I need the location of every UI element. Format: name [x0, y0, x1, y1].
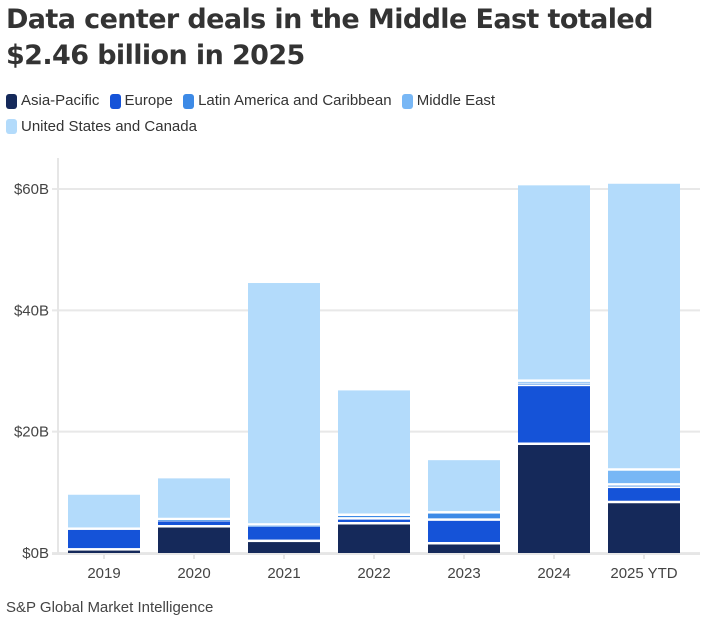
legend-swatch	[183, 93, 195, 109]
bar-segment-europe[interactable]: Europe 2024: $9.7B	[518, 386, 590, 443]
x-tick-label: 2019	[87, 565, 120, 582]
bar-segment-asia-pacific[interactable]: Asia-Pacific 2022: $4.7B	[338, 524, 410, 553]
legend: Asia-Pacific Europe Latin America and Ca…	[6, 90, 606, 141]
legend-swatch	[401, 93, 413, 109]
chart-title: Data center deals in the Middle East tot…	[6, 4, 653, 71]
x-tick-label: 2024	[537, 565, 570, 582]
bar-segment-asia-pacific[interactable]: Asia-Pacific 2019: $0.4B	[68, 550, 140, 553]
x-tick-label: 2020	[177, 565, 210, 582]
bar-segment-europe[interactable]: Europe 2023: $3.9B	[428, 520, 500, 543]
stacked-bar-chart: $0B $20B $40B $60B Asia-Pacific 2019: $0.4B…	[14, 158, 700, 582]
bar-segment-united-states-and-canada[interactable]: United States and Canada 2024: $32.4B	[518, 185, 590, 380]
x-tick-label: 2022	[357, 565, 390, 582]
bar-stack: Asia-Pacific 2024: $17.8BEurope 2024: $9…	[518, 185, 590, 553]
y-tick-label: $20B	[14, 424, 49, 441]
bar-stack: Asia-Pacific 2025 YTD: $8.2B Europe 2025 …	[608, 183, 680, 553]
bar-stack: Asia-Pacific 2021: $1.8B Europe 2021: $2.…	[248, 283, 320, 553]
y-tick-label: $60B	[14, 181, 49, 198]
bar-stack: Asia-Pacific 2020: $4.2BEurope 2020: $1B…	[158, 478, 230, 553]
legend-item-middle-east[interactable]: Middle East	[401, 90, 496, 112]
bar-segment-united-states-and-canada[interactable]: United States and Canada 2020: $6.9B	[158, 478, 230, 518]
bar-segment-europe[interactable]: Europe 2022: $0.8B	[338, 519, 410, 522]
bar-segment-latin-america-and-caribbean[interactable]: Latin America and Caribbean 2024: $0.4B	[518, 383, 590, 385]
legend-label: Middle East	[416, 92, 496, 109]
legend-item-us-canada[interactable]: United States and Canada	[6, 116, 197, 138]
bar-stack: Asia-Pacific 2019: $0.4BEurope 2019: $3.…	[68, 494, 140, 553]
bar-segment-europe[interactable]: Europe 2019: $3.4B	[68, 529, 140, 549]
source-note: S&P Global Market Intelligence	[6, 599, 214, 616]
bar-segment-latin-america-and-caribbean[interactable]: Latin America and Caribbean 2021: $0.2B	[248, 525, 320, 527]
x-tick-label: 2025 YTD	[610, 565, 677, 582]
bar-segment-asia-pacific[interactable]: Asia-Pacific 2024: $17.8B	[518, 445, 590, 553]
bar-segment-asia-pacific[interactable]: Asia-Pacific 2023: $1.4B	[428, 544, 500, 553]
legend-swatch	[109, 93, 121, 109]
bar-segment-united-states-and-canada[interactable]: United States and Canada 2025 YTD: $47.3…	[608, 183, 680, 469]
bar-segment-asia-pacific[interactable]: Asia-Pacific 2021: $1.8B	[248, 542, 320, 553]
bar-segment-middle-east[interactable]: Middle East 2024: $0.3B	[518, 381, 590, 383]
bar-segment-latin-america-and-caribbean[interactable]: Latin America and Caribbean 2022: $0.6B	[338, 515, 410, 518]
bar-segment-europe[interactable]: Europe 2021: $2.5B	[248, 526, 320, 540]
legend-label: Europe	[124, 92, 173, 109]
bar-segment-europe[interactable]: Europe 2020: $1B	[158, 521, 230, 526]
legend-swatch	[6, 93, 17, 109]
legend-item-europe[interactable]: Europe	[109, 90, 173, 112]
bars: Asia-Pacific 2019: $0.4BEurope 2019: $3.…	[68, 183, 680, 553]
bar-segment-asia-pacific[interactable]: Asia-Pacific 2020: $4.2B	[158, 527, 230, 553]
legend-item-latin-america[interactable]: Latin America and Caribbean	[183, 90, 392, 112]
bar-segment-latin-america-and-caribbean[interactable]: Latin America and Caribbean 2025 YTD: $0…	[608, 485, 680, 487]
bar-stack: Asia-Pacific 2022: $4.7B Europe 2022: $0.…	[338, 390, 410, 553]
y-axis: $0B $20B $40B $60B	[14, 158, 59, 562]
bar-segment-asia-pacific[interactable]: Asia-Pacific 2025 YTD: $8.2B	[608, 503, 680, 553]
legend-label: Asia-Pacific	[21, 92, 100, 109]
x-tick-label: 2021	[267, 565, 300, 582]
legend-item-asia-pacific[interactable]: Asia-Pacific	[6, 90, 99, 112]
bar-segment-europe[interactable]: Europe 2025 YTD: $2.5B	[608, 488, 680, 501]
legend-swatch	[6, 119, 17, 134]
x-tick-label: 2023	[447, 565, 480, 582]
bar-stack: Asia-Pacific 2023: $1.4BEurope 2023: $3.…	[428, 460, 500, 553]
bar-segment-middle-east[interactable]: Middle East 2025 YTD: $2.46B	[608, 470, 680, 484]
bar-segment-united-states-and-canada[interactable]: United States and Canada 2021: $40B	[248, 283, 320, 524]
legend-label: United States and Canada	[21, 117, 197, 135]
bar-segment-united-states-and-canada[interactable]: United States and Canada 2019: $5.8B	[68, 494, 140, 528]
bar-segment-united-states-and-canada[interactable]: United States and Canada 2022: $20.7B	[338, 390, 410, 514]
bar-segment-united-states-and-canada[interactable]: United States and Canada 2023: $8.8B	[428, 460, 500, 512]
y-tick-label: $0B	[22, 545, 49, 562]
bar-segment-latin-america-and-caribbean[interactable]: Latin America and Caribbean 2020: $0.2B	[158, 520, 230, 522]
y-tick-label: $40B	[14, 302, 49, 319]
x-axis: 2019 2020 2021 2022 2023 2024 2025 YTD	[52, 553, 700, 582]
legend-label: Latin America and Caribbean	[198, 92, 392, 109]
bar-segment-latin-america-and-caribbean[interactable]: Latin America and Caribbean 2023: $1.2B	[428, 513, 500, 519]
